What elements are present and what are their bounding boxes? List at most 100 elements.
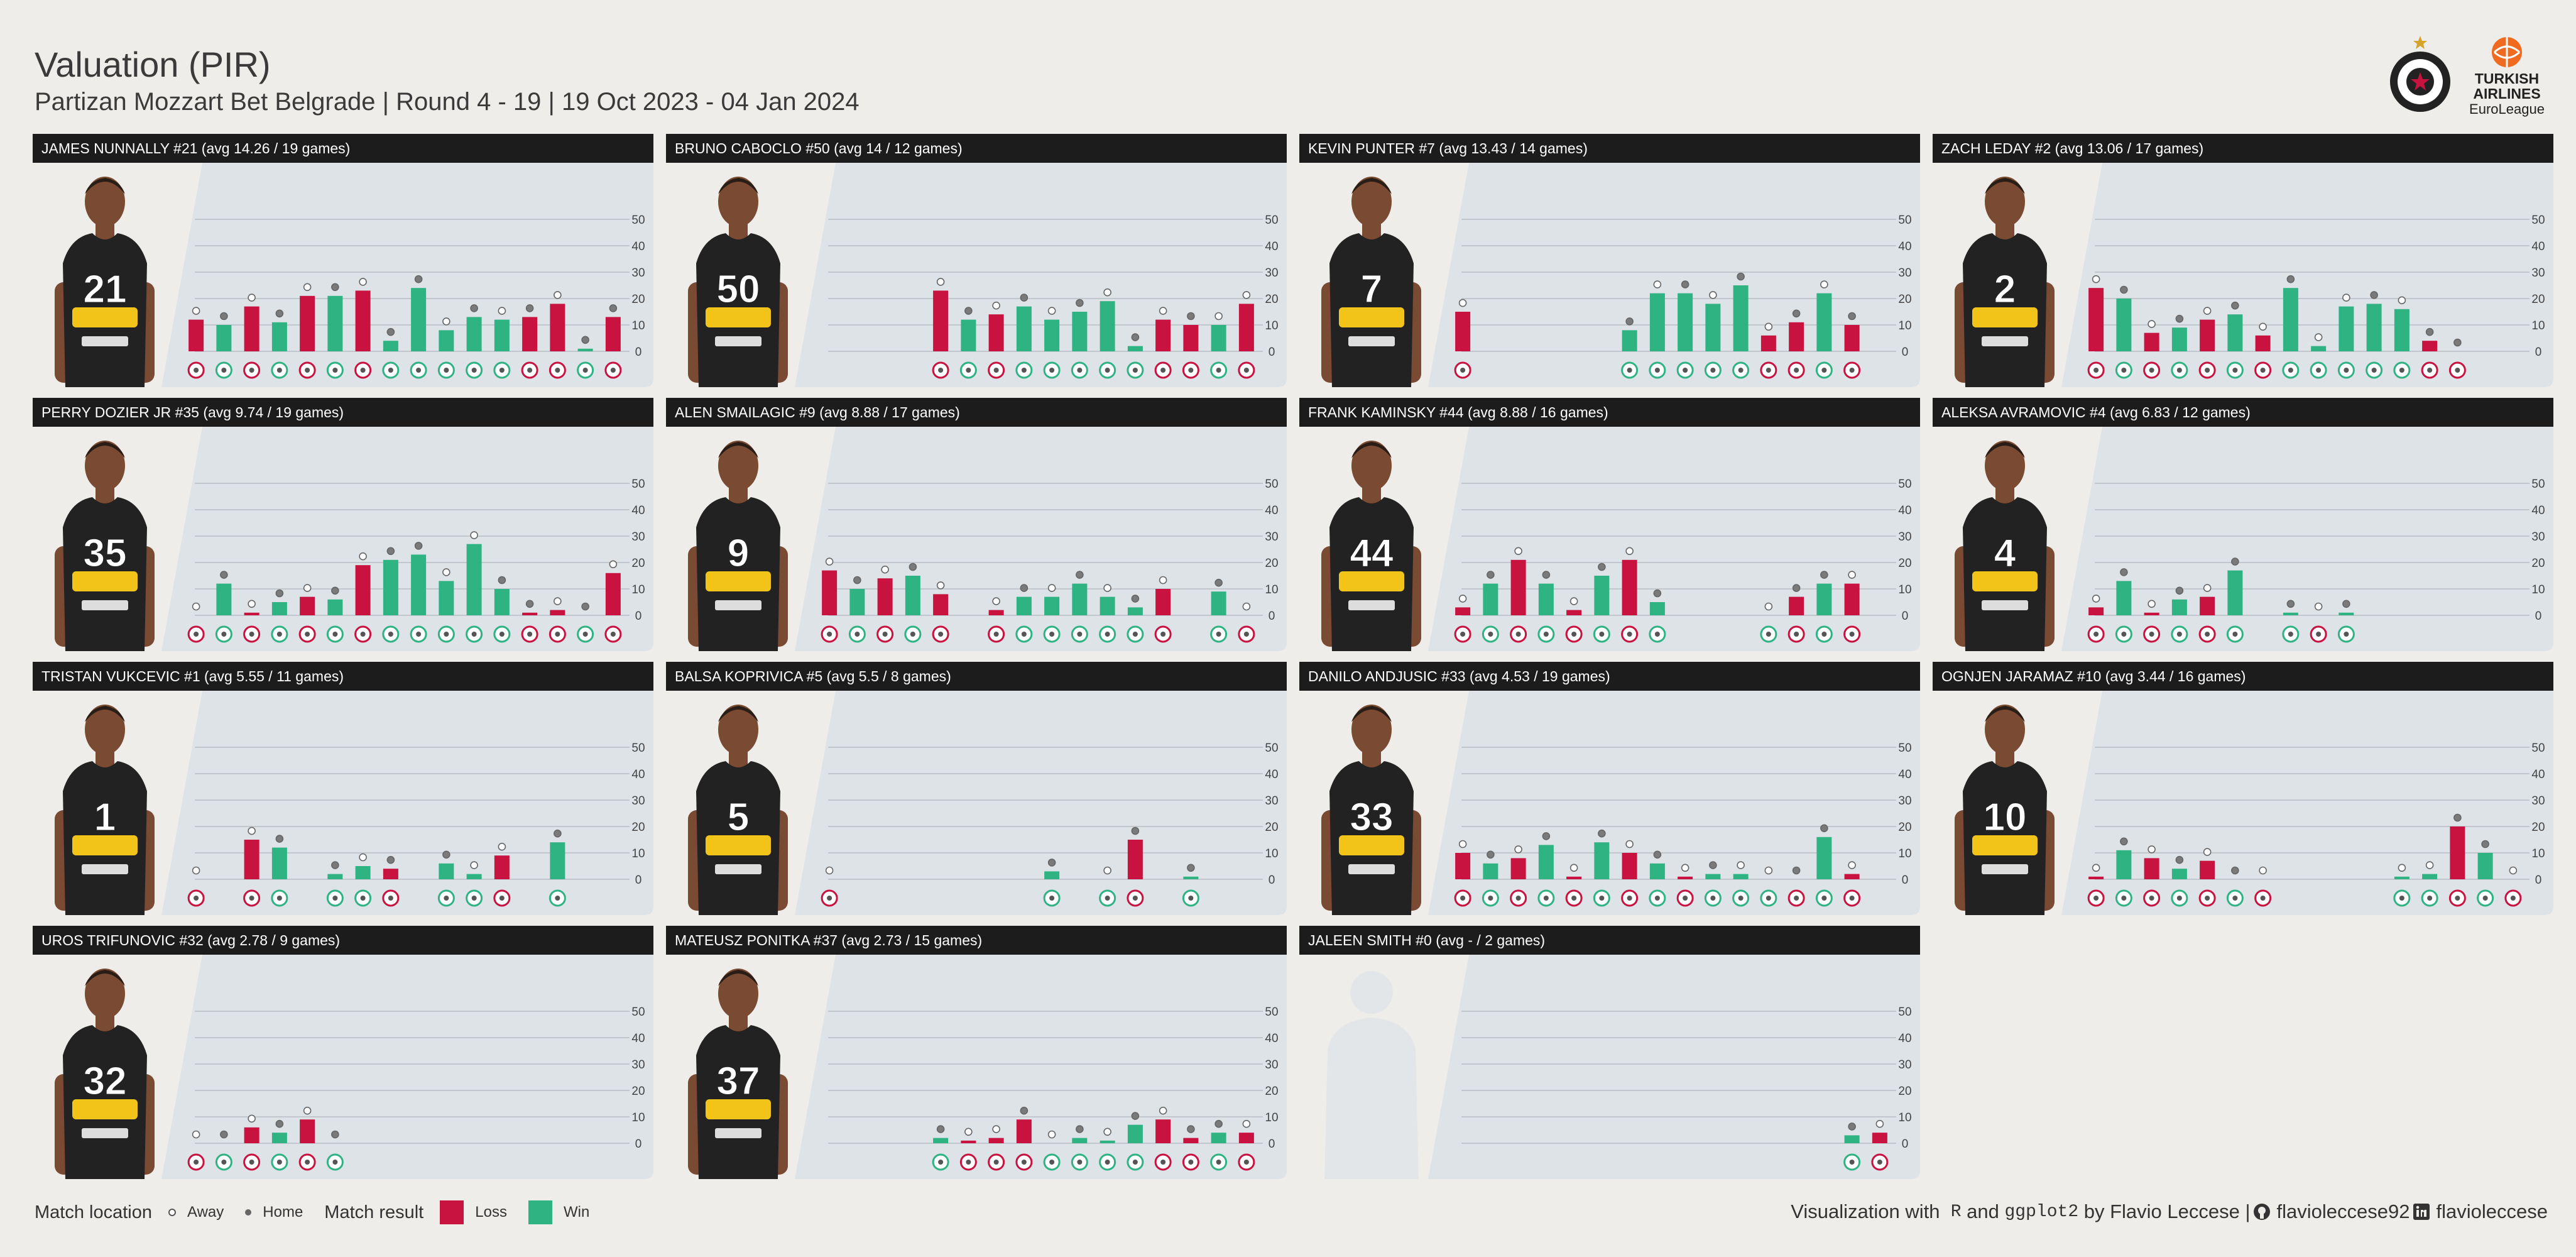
location-dot xyxy=(331,283,339,292)
bar xyxy=(1705,304,1721,351)
sponsor-badge xyxy=(706,307,771,327)
location-dot xyxy=(1214,578,1223,587)
opponent-logo-icon xyxy=(1815,889,1833,907)
y-tick-label: 0 xyxy=(635,1138,642,1151)
bar xyxy=(1072,583,1088,615)
location-dot xyxy=(1598,829,1606,838)
y-tick-label: 10 xyxy=(1265,583,1278,596)
player-panel: ALEN SMAILAGIC #9 (avg 8.88 / 17 games) 0… xyxy=(666,398,1287,651)
bar xyxy=(439,330,454,351)
y-tick-label: 0 xyxy=(1902,1138,1909,1151)
opponent-logo-icon xyxy=(1593,889,1610,907)
player-panel: JAMES NUNNALLY #21 (avg 14.26 / 19 games… xyxy=(33,134,653,387)
opponent-logo-icon xyxy=(1099,361,1116,379)
opponent-logo-icon xyxy=(2115,889,2132,907)
opponent-logo-icon xyxy=(1649,361,1666,379)
legend-home: Home xyxy=(263,1204,303,1221)
player-panel: PERRY DOZIER JR #35 (avg 9.74 / 19 games… xyxy=(33,398,653,651)
opponent-logo-icon xyxy=(1676,361,1694,379)
location-dot xyxy=(303,584,312,592)
y-tick-label: 30 xyxy=(1898,530,1911,544)
legend-away: Away xyxy=(187,1204,224,1221)
y-tick-label: 50 xyxy=(1265,478,1278,491)
location-dot xyxy=(609,304,618,312)
bar xyxy=(2171,869,2187,879)
opponent-logo-icon xyxy=(382,889,400,907)
y-tick-label: 50 xyxy=(631,214,645,227)
opponent-logo-icon xyxy=(2393,361,2411,379)
y-tick-label: 30 xyxy=(1265,266,1278,280)
y-tick-label: 50 xyxy=(1265,742,1278,755)
bar xyxy=(577,348,593,351)
player-panel: KEVIN PUNTER #7 (avg 13.43 / 14 games) 0 1… xyxy=(1299,134,1920,387)
location-dot xyxy=(1187,1125,1195,1133)
y-tick-label: 20 xyxy=(1265,821,1278,834)
y-tick-label: 0 xyxy=(1902,874,1909,887)
jersey-number: 9 xyxy=(728,532,749,575)
location-dot xyxy=(470,531,478,539)
y-tick-label: 30 xyxy=(1898,1058,1911,1072)
home-dot-icon xyxy=(245,1209,252,1216)
location-dot xyxy=(2453,338,2462,347)
opponent-logo-icon xyxy=(548,625,566,643)
location-dot xyxy=(825,866,834,875)
bar xyxy=(2144,858,2159,879)
y-tick-label: 50 xyxy=(631,1006,645,1019)
bar xyxy=(1844,583,1860,615)
opponent-logo-icon xyxy=(271,625,288,643)
panel-background xyxy=(1428,163,1920,387)
opponent-logo-icon xyxy=(1843,1153,1861,1171)
opponent-logo-icon xyxy=(1787,889,1805,907)
opponent-logo-icon xyxy=(604,625,622,643)
location-dot xyxy=(2120,568,2128,576)
loss-swatch xyxy=(440,1200,464,1224)
bar xyxy=(1705,874,1721,879)
bar xyxy=(1678,293,1693,351)
linkedin-handle[interactable]: flavioleccese xyxy=(2436,1200,2548,1222)
location-dot xyxy=(992,597,1000,605)
opponent-logo-icon xyxy=(2282,625,2300,643)
bar xyxy=(2116,581,2132,615)
location-dot xyxy=(2398,296,2406,305)
bar-chart: 0 10 20 30 40 50 4 xyxy=(1955,427,2553,651)
opponent-logo-icon xyxy=(2282,361,2300,379)
location-dot xyxy=(2370,291,2378,299)
opponent-logo-icon xyxy=(604,361,622,379)
opponent-logo-icon xyxy=(959,361,977,379)
location-dot xyxy=(2259,322,2267,331)
opponent-logo-icon xyxy=(2115,361,2132,379)
location-dot xyxy=(1076,571,1084,579)
location-dot xyxy=(331,861,339,869)
opponent-logo-icon xyxy=(1015,625,1033,643)
bar xyxy=(1211,1133,1226,1143)
opponent-logo-icon xyxy=(1593,625,1610,643)
player-panel: ALEKSA AVRAMOVIC #4 (avg 6.83 / 12 games… xyxy=(1933,398,2553,651)
location-dot xyxy=(1131,1112,1140,1120)
location-dot xyxy=(1047,1130,1056,1139)
bar-chart: 0 10 20 30 40 50 9 xyxy=(688,427,1287,651)
y-tick-label: 50 xyxy=(1265,1006,1278,1019)
y-tick-label: 50 xyxy=(2531,742,2545,755)
opponent-logo-icon xyxy=(2143,361,2161,379)
nis-badge xyxy=(715,864,761,874)
bar xyxy=(271,602,287,615)
opponent-logo-icon xyxy=(410,625,427,643)
y-tick-label: 30 xyxy=(2531,530,2545,544)
location-dot xyxy=(2148,320,2156,328)
location-dot xyxy=(248,600,256,608)
away-dot-icon xyxy=(168,1209,176,1216)
player-photo: 21 xyxy=(55,177,155,387)
opponent-logo-icon xyxy=(1127,625,1144,643)
github-handle[interactable]: flavioleccese92 xyxy=(2276,1200,2410,1222)
y-tick-label: 30 xyxy=(2531,794,2545,808)
credit-ggplot: ggplot2 xyxy=(2004,1202,2079,1222)
bar xyxy=(2200,596,2215,615)
location-dot xyxy=(248,1114,256,1123)
opponent-logo-icon xyxy=(326,361,344,379)
opponent-logo-icon xyxy=(243,625,261,643)
opponent-logo-icon xyxy=(1154,361,1172,379)
opponent-logo-icon xyxy=(988,1153,1005,1171)
opponent-logo-icon xyxy=(1238,361,1255,379)
panel-background xyxy=(1428,427,1920,651)
bar xyxy=(411,288,427,351)
